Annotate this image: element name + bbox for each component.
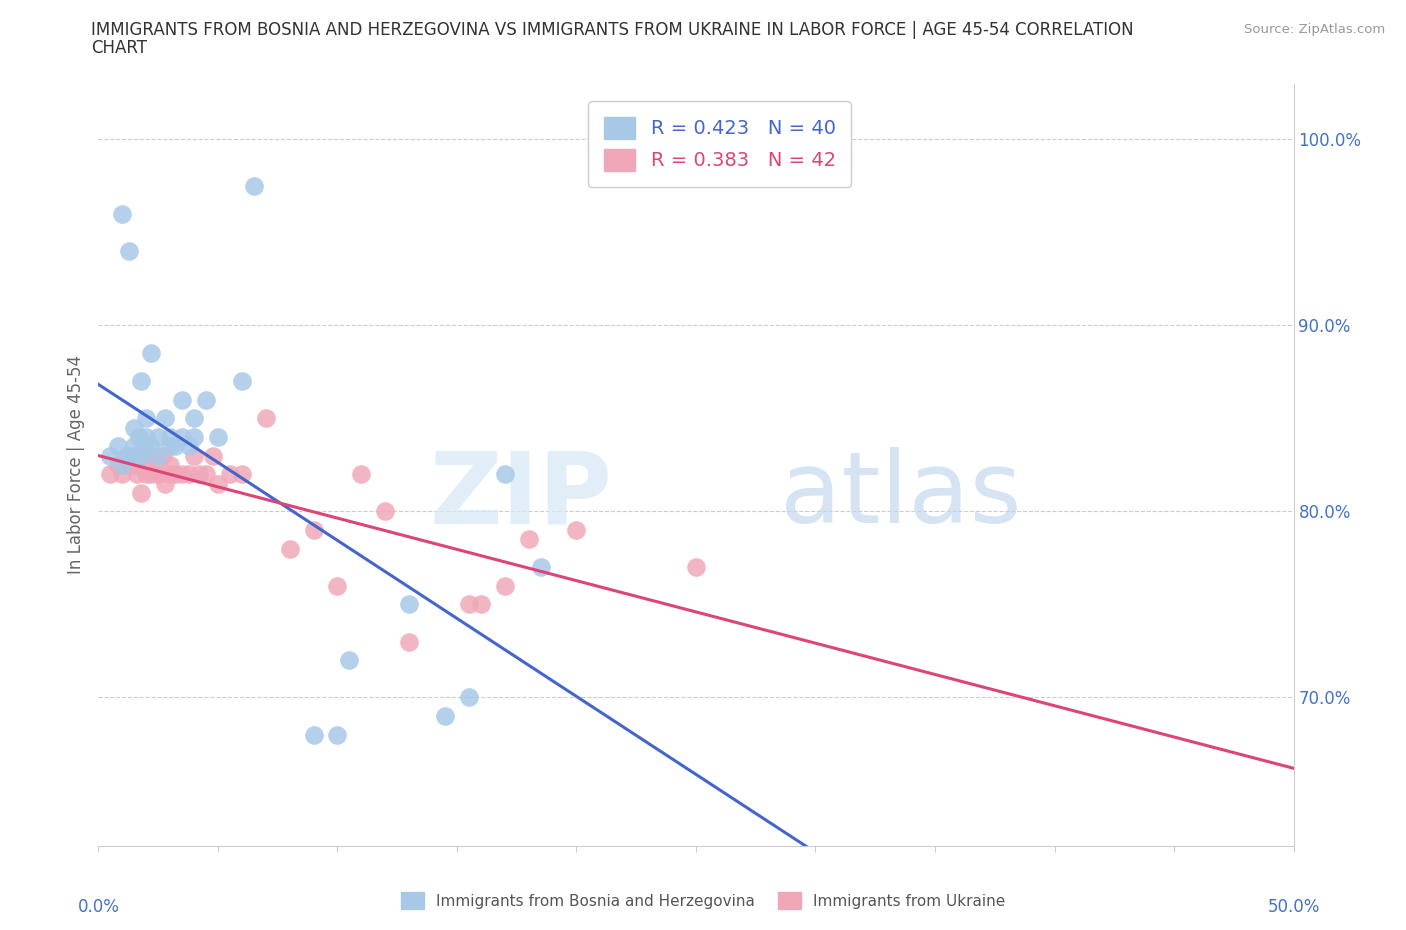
Text: Source: ZipAtlas.com: Source: ZipAtlas.com	[1244, 23, 1385, 36]
Point	[135, 430, 157, 445]
Point	[148, 430, 170, 445]
Point	[254, 411, 277, 426]
Point	[135, 411, 157, 426]
Point	[118, 458, 141, 472]
Text: IMMIGRANTS FROM BOSNIA AND HERZEGOVINA VS IMMIGRANTS FROM UKRAINE IN LABOR FORCE: IMMIGRANTS FROM BOSNIA AND HERZEGOVINA V…	[91, 21, 1135, 39]
Point	[179, 439, 201, 454]
Legend: Immigrants from Bosnia and Herzegovina, Immigrants from Ukraine: Immigrants from Bosnia and Herzegovina, …	[395, 886, 1011, 915]
Point	[494, 467, 516, 482]
Point	[434, 709, 457, 724]
Point	[142, 448, 165, 463]
Point	[131, 485, 153, 500]
Point	[155, 476, 177, 491]
Y-axis label: In Labor Force | Age 45-54: In Labor Force | Age 45-54	[66, 355, 84, 575]
Point	[124, 458, 146, 472]
Point	[219, 467, 242, 482]
Point	[195, 467, 218, 482]
Point	[231, 467, 253, 482]
Point	[128, 430, 150, 445]
Point	[111, 467, 134, 482]
Point	[139, 346, 162, 361]
Legend: R = 0.423   N = 40, R = 0.383   N = 42: R = 0.423 N = 40, R = 0.383 N = 42	[589, 101, 851, 187]
Point	[124, 448, 146, 463]
Point	[517, 532, 540, 547]
Point	[398, 597, 420, 612]
Point	[115, 448, 138, 463]
Point	[187, 467, 209, 482]
Point	[135, 458, 157, 472]
Point	[458, 597, 481, 612]
Point	[243, 179, 266, 193]
Point	[148, 467, 170, 482]
Point	[131, 448, 153, 463]
Point	[470, 597, 492, 612]
Point	[132, 439, 155, 454]
Point	[530, 560, 553, 575]
Text: 50.0%: 50.0%	[1267, 898, 1320, 916]
Text: ZIP: ZIP	[429, 447, 613, 544]
Point	[107, 458, 129, 472]
Point	[131, 374, 153, 389]
Point	[326, 727, 349, 742]
Point	[231, 374, 253, 389]
Point	[135, 467, 157, 482]
Point	[159, 430, 181, 445]
Point	[398, 634, 420, 649]
Point	[207, 476, 229, 491]
Point	[131, 448, 153, 463]
Point	[148, 448, 170, 463]
Point	[152, 448, 174, 463]
Point	[98, 448, 122, 463]
Point	[172, 430, 194, 445]
Point	[139, 467, 162, 482]
Point	[159, 439, 181, 454]
Point	[179, 467, 201, 482]
Point	[339, 653, 361, 668]
Point	[172, 467, 194, 482]
Point	[195, 392, 218, 407]
Point	[163, 467, 186, 482]
Point	[125, 467, 148, 482]
Point	[159, 458, 181, 472]
Text: 0.0%: 0.0%	[77, 898, 120, 916]
Point	[98, 467, 122, 482]
Point	[302, 523, 325, 538]
Text: CHART: CHART	[91, 39, 148, 57]
Point	[118, 244, 141, 259]
Point	[159, 467, 181, 482]
Point	[302, 727, 325, 742]
Point	[172, 392, 194, 407]
Point	[148, 467, 170, 482]
Point	[107, 439, 129, 454]
Point	[183, 411, 205, 426]
Point	[278, 541, 301, 556]
Point	[565, 523, 588, 538]
Point	[207, 430, 229, 445]
Point	[139, 439, 162, 454]
Point	[458, 690, 481, 705]
Point	[202, 448, 225, 463]
Point	[155, 411, 177, 426]
Point	[350, 467, 373, 482]
Point	[111, 458, 134, 472]
Point	[326, 578, 349, 593]
Point	[111, 206, 134, 221]
Point	[374, 504, 396, 519]
Point	[685, 560, 707, 575]
Point	[183, 430, 205, 445]
Point	[115, 448, 138, 463]
Point	[124, 420, 146, 435]
Point	[124, 439, 146, 454]
Point	[494, 578, 516, 593]
Point	[163, 439, 186, 454]
Text: atlas: atlas	[779, 447, 1021, 544]
Point	[183, 448, 205, 463]
